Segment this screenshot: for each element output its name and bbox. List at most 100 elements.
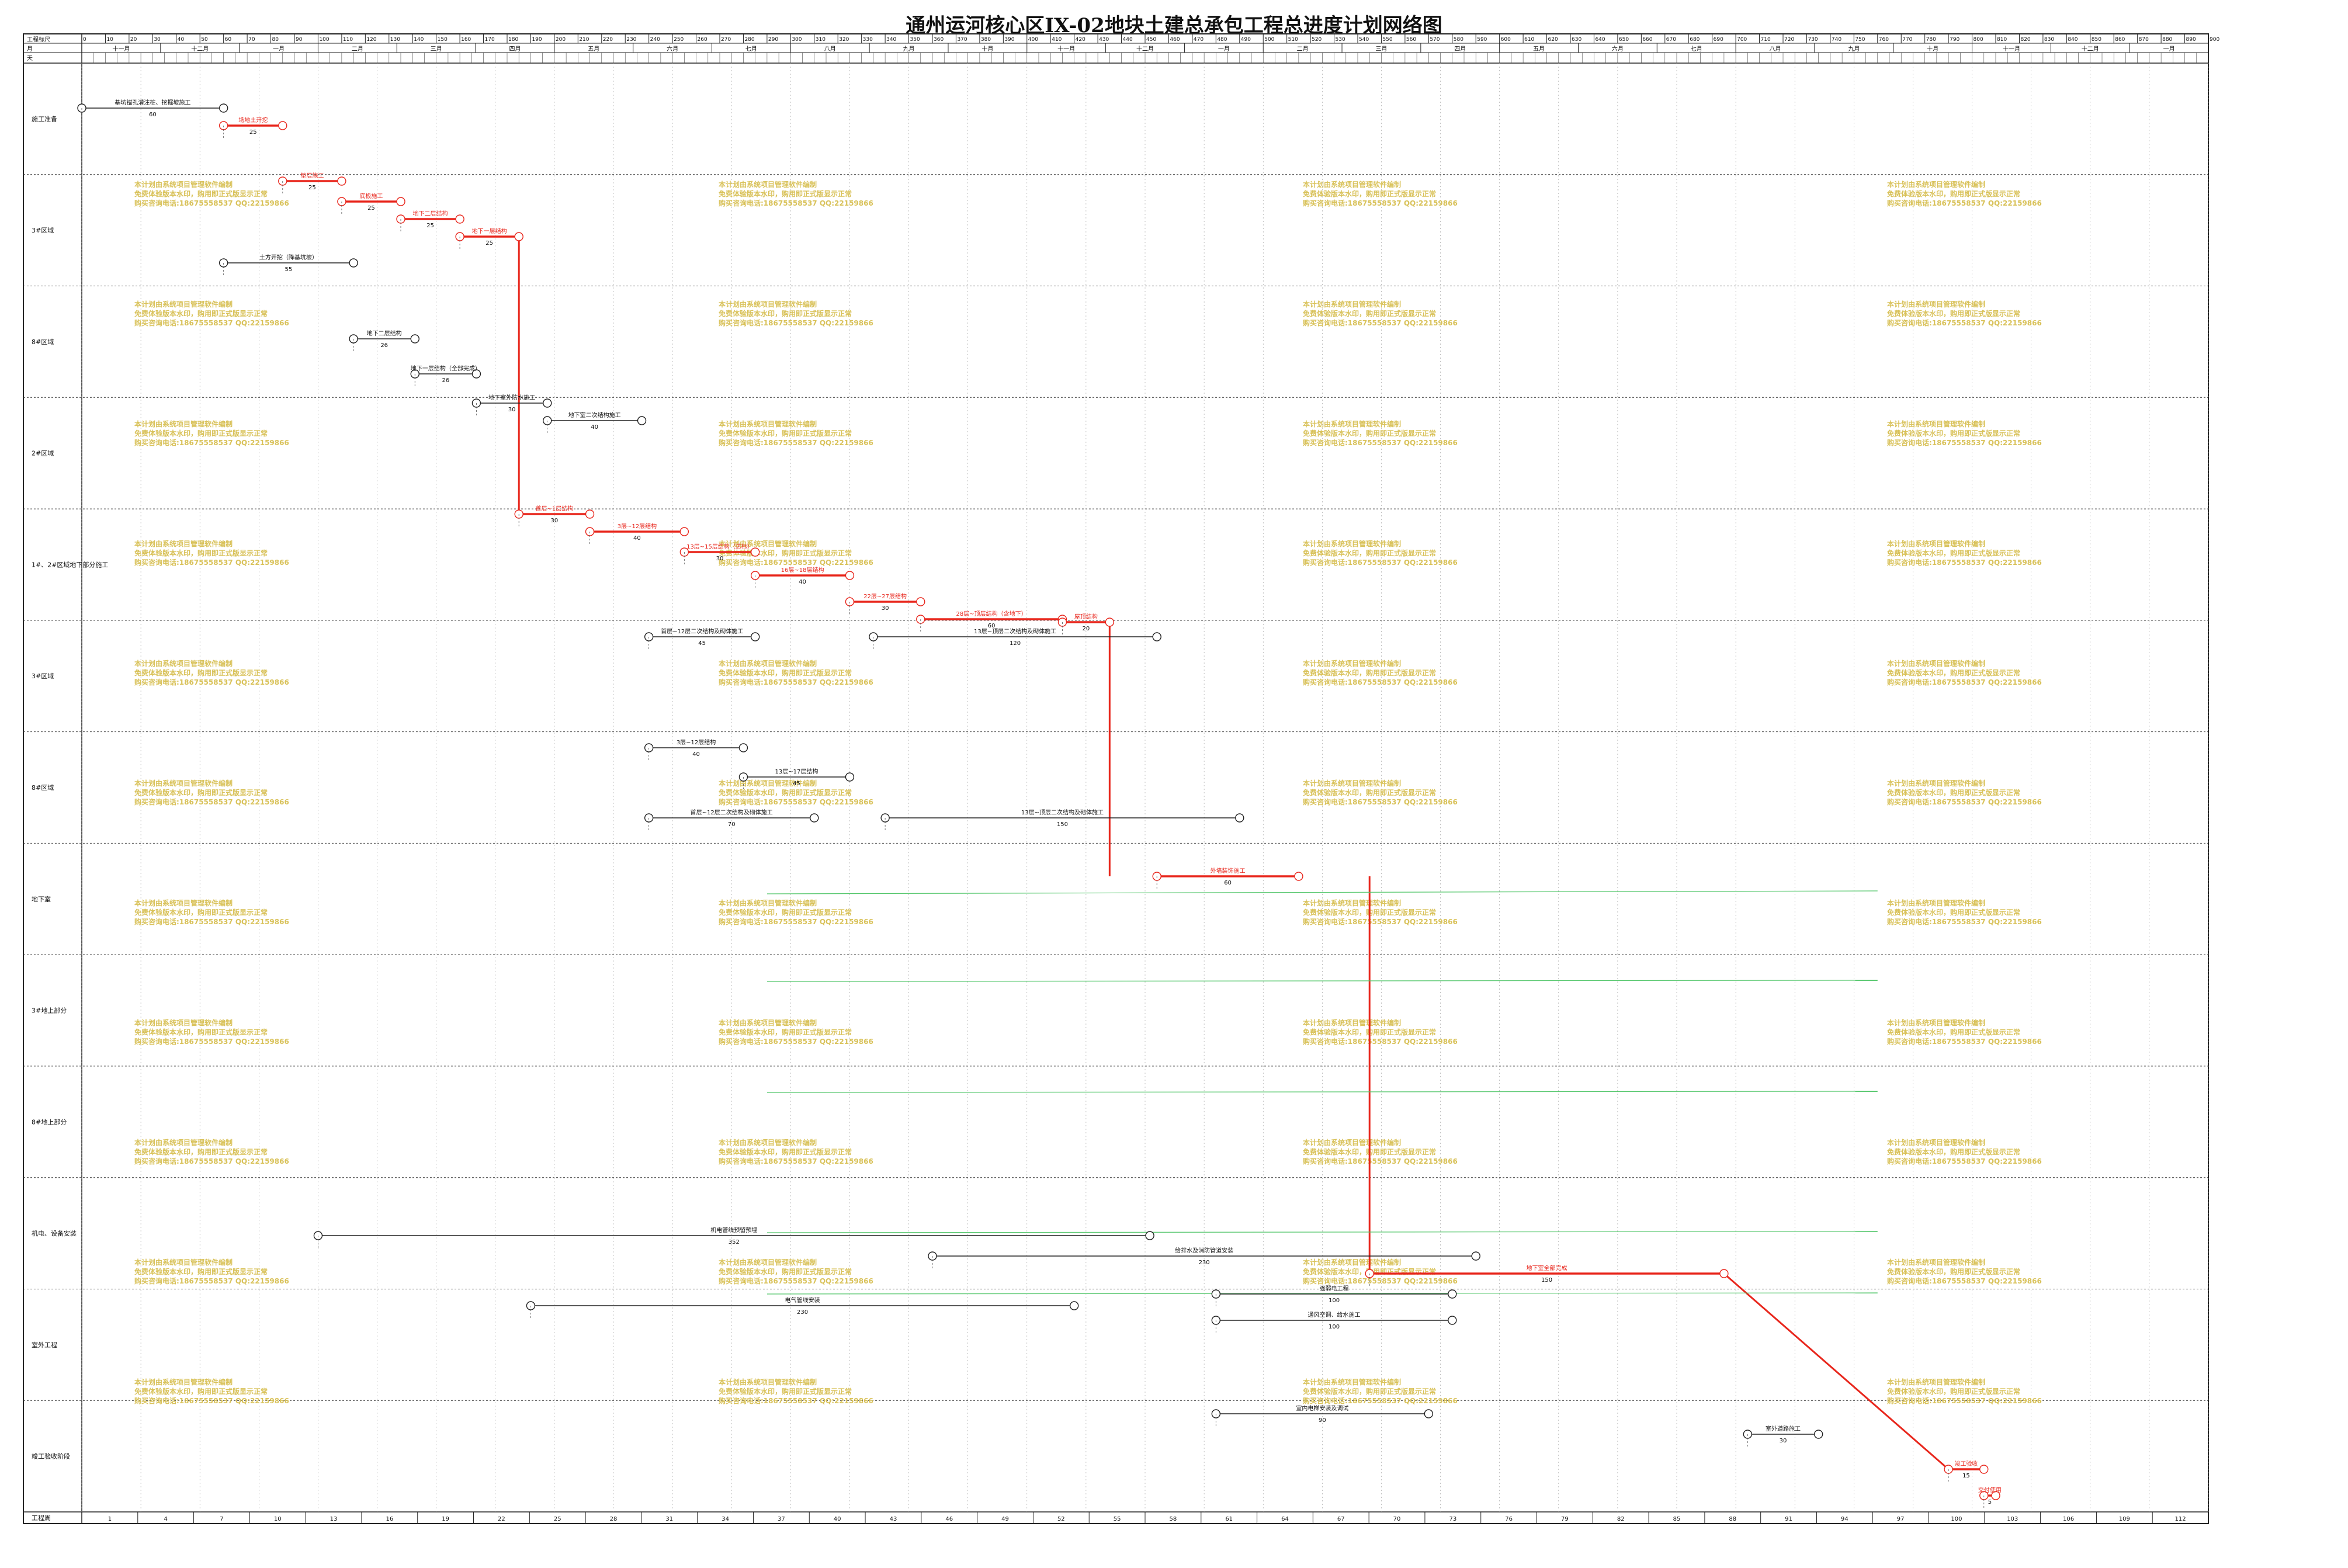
activity-node (679, 527, 689, 536)
watermark-text: 购买咨询电话:18675558537 QQ:22159866 (1887, 1396, 2042, 1405)
month-label: 十一月 (2003, 45, 2020, 53)
scale-tick-label: 30 (154, 37, 161, 43)
scale-tick-label: 350 (910, 37, 920, 43)
header-row-label: 天 (27, 55, 33, 62)
scale-tick-label: 400 (1028, 37, 1038, 43)
activity-duration: 25 (485, 240, 493, 247)
watermark-text: 购买咨询电话:18675558537 QQ:22159866 (719, 1157, 873, 1165)
watermark-text: 购买咨询电话:18675558537 QQ:22159866 (1303, 797, 1458, 806)
week-label: 1 (108, 1516, 112, 1522)
watermark-text: 免费体验版本水印，购用即正式版显示正常 (134, 189, 268, 198)
watermark-text: 购买咨询电话:18675558537 QQ:22159866 (1303, 1037, 1458, 1046)
week-label: 58 (1170, 1516, 1177, 1522)
watermark-tile: 本计划由系统项目管理软件编制免费体验版本水印，购用即正式版显示正常购买咨询电话:… (719, 779, 873, 806)
watermark-text: 免费体验版本水印，购用即正式版显示正常 (719, 668, 852, 677)
watermark-text: 免费体验版本水印，购用即正式版显示正常 (134, 1147, 268, 1156)
watermark-text: 本计划由系统项目管理软件编制 (1303, 1138, 1401, 1147)
activity-label: 外墙装饰施工 (1211, 867, 1246, 875)
watermark-text: 本计划由系统项目管理软件编制 (134, 1138, 233, 1147)
activity-label: 强弱电工程 (1320, 1285, 1349, 1292)
activity-duration: 15 (1962, 1473, 1970, 1479)
activity-node (349, 258, 358, 268)
scale-tick-label: 130 (390, 37, 400, 43)
activity-duration: 25 (308, 185, 316, 191)
scale-tick-label: 460 (1170, 37, 1180, 43)
watermark-text: 免费体验版本水印，购用即正式版显示正常 (1303, 1387, 1436, 1396)
activity-node (1424, 1409, 1434, 1418)
week-label: 7 (220, 1516, 223, 1522)
week-label: 70 (1393, 1516, 1401, 1522)
activity-node (1471, 1251, 1480, 1261)
watermark-tile: 本计划由系统项目管理软件编制免费体验版本水印，购用即正式版显示正常购买咨询电话:… (1887, 899, 2042, 926)
watermark-tile: 本计划由系统项目管理软件编制免费体验版本水印，购用即正式版显示正常购买咨询电话:… (1303, 1018, 1458, 1046)
watermark-tile: 本计划由系统项目管理软件编制免费体验版本水印，购用即正式版显示正常购买咨询电话:… (134, 1138, 289, 1165)
activity-label: 地下室全部完成 (1527, 1264, 1567, 1272)
week-label: 61 (1225, 1516, 1233, 1522)
watermark-text: 免费体验版本水印，购用即正式版显示正常 (134, 1267, 268, 1276)
watermark-tile: 本计划由系统项目管理软件编制免费体验版本水印，购用即正式版显示正常购买咨询电话:… (1303, 180, 1458, 207)
section-label: 机电、设备安装 (32, 1229, 77, 1237)
watermark-text: 免费体验版本水印，购用即正式版显示正常 (1887, 1387, 2020, 1396)
activity-duration: 5 (1988, 1499, 1992, 1505)
section-label: 3#区域 (32, 672, 54, 680)
activity-label: 垫层施工 (300, 172, 324, 179)
activity-duration: 45 (793, 780, 800, 787)
scale-tick-label: 770 (1902, 37, 1912, 43)
scale-tick-label: 50 (201, 37, 208, 43)
activity-label: 底板施工 (359, 192, 383, 200)
week-label: 79 (1561, 1516, 1569, 1522)
watermark-text: 本计划由系统项目管理软件编制 (719, 300, 817, 308)
watermark-text: 本计划由系统项目管理软件编制 (134, 300, 233, 308)
activity-node (455, 214, 464, 224)
scale-tick-label: 490 (1241, 37, 1251, 43)
activity-label: 基坑锚孔灌注桩、挖掘坡施工 (115, 99, 190, 106)
watermark-text: 购买咨询电话:18675558537 QQ:22159866 (1887, 438, 2042, 447)
activity-node (1294, 872, 1303, 881)
activity-label: 3层~12层结构 (618, 522, 657, 530)
watermark-tile: 本计划由系统项目管理软件编制免费体验版本水印，购用即正式版显示正常购买咨询电话:… (719, 1138, 873, 1165)
activity-label: 地下一层结构 (472, 227, 507, 235)
scale-tick-label: 390 (1004, 37, 1014, 43)
scale-tick-label: 820 (2020, 37, 2030, 43)
activity-label: 室外道路施工 (1766, 1425, 1801, 1432)
scale-tick-label: 500 (1264, 37, 1274, 43)
month-label: 九月 (903, 46, 915, 53)
activity-duration: 40 (692, 751, 700, 758)
scale-tick-label: 150 (438, 37, 448, 43)
week-label: 109 (2119, 1516, 2130, 1522)
activity-node (1448, 1316, 1457, 1325)
scale-tick-label: 260 (698, 37, 707, 43)
activity-duration: 60 (1224, 880, 1232, 886)
week-label: 106 (2063, 1516, 2074, 1522)
scale-tick-label: 160 (461, 37, 471, 43)
watermark-text: 购买咨询电话:18675558537 QQ:22159866 (1887, 1276, 2042, 1285)
watermark-text: 购买咨询电话:18675558537 QQ:22159866 (134, 1396, 289, 1405)
watermark-text: 购买咨询电话:18675558537 QQ:22159866 (1303, 318, 1458, 327)
month-label: 六月 (1612, 46, 1624, 53)
watermark-text: 购买咨询电话:18675558537 QQ:22159866 (134, 797, 289, 806)
watermark-tile: 本计划由系统项目管理软件编制免费体验版本水印，购用即正式版显示正常购买咨询电话:… (1303, 779, 1458, 806)
scale-tick-label: 140 (414, 37, 424, 43)
watermark-tile: 本计划由系统项目管理软件编制免费体验版本水印，购用即正式版显示正常购买咨询电话:… (134, 779, 289, 806)
scale-tick-label: 790 (1950, 37, 1959, 43)
watermark-text: 本计划由系统项目管理软件编制 (1303, 1018, 1401, 1027)
watermark-tile: 本计划由系统项目管理软件编制免费体验版本水印，购用即正式版显示正常购买咨询电话:… (134, 1258, 289, 1285)
week-label: 112 (2175, 1516, 2186, 1522)
watermark-text: 购买咨询电话:18675558537 QQ:22159866 (1887, 678, 2042, 686)
watermark-text: 本计划由系统项目管理软件编制 (1887, 1138, 1985, 1147)
week-label: 43 (890, 1516, 897, 1522)
watermark-text: 本计划由系统项目管理软件编制 (1887, 1258, 1985, 1267)
watermark-tile: 本计划由系统项目管理软件编制免费体验版本水印，购用即正式版显示正常购买咨询电话:… (1887, 1378, 2042, 1405)
scale-tick-label: 290 (768, 37, 778, 43)
section-label: 室外工程 (32, 1341, 57, 1349)
activity-node (637, 416, 647, 425)
watermark-text: 免费体验版本水印，购用即正式版显示正常 (719, 1028, 852, 1036)
activity-duration: 26 (380, 342, 388, 349)
month-label: 五月 (588, 46, 599, 53)
watermark-text: 免费体验版本水印，购用即正式版显示正常 (1887, 549, 2020, 557)
activity-node (750, 547, 760, 557)
watermark-text: 免费体验版本水印，购用即正式版显示正常 (1887, 1028, 2020, 1036)
activity-duration: 352 (729, 1239, 740, 1246)
